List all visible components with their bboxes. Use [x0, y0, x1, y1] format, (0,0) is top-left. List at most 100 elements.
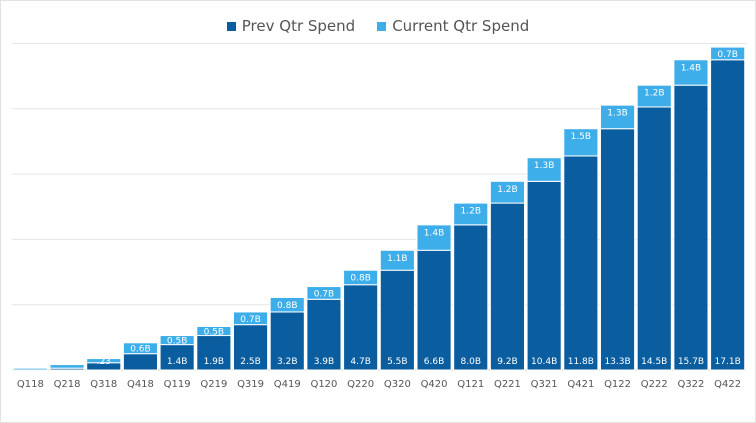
bar-prev-Q422 — [710, 59, 746, 371]
chart-legend: Prev Qtr Spend Current Qtr Spend — [0, 14, 756, 38]
bar-current-Q319 — [232, 311, 269, 326]
data-label-prev-Q220: 4.7B — [350, 357, 371, 367]
x-tick-label-Q122: Q122 — [604, 379, 631, 390]
x-tick-label-Q118: Q118 — [17, 379, 44, 390]
bar-prev-Q320 — [379, 269, 415, 371]
data-label-current-Q319: 0.7B — [240, 315, 261, 325]
data-label-current-Q420: 1.4B — [424, 228, 445, 238]
bar-prev-Q120 — [306, 298, 342, 371]
x-tick-label-Q120: Q120 — [310, 379, 337, 390]
bar-current-Q318 — [86, 358, 122, 364]
bar-current-Q420 — [416, 224, 452, 251]
data-label-prev-Q422: 17.1B — [715, 357, 741, 367]
bar-prev-Q219 — [196, 335, 232, 371]
data-label-prev-Q120: 3.9B — [314, 357, 335, 367]
bar-prev-Q319 — [232, 324, 269, 371]
x-tick-label-Q119: Q119 — [164, 379, 191, 390]
x-tick-label-Q218: Q218 — [54, 379, 81, 390]
data-label-prev-Q219: 1.9B — [204, 357, 225, 367]
bar-current-Q118 — [12, 367, 48, 371]
x-tick-label-Q222: Q222 — [641, 379, 668, 390]
data-label-prev-Q419: 3.2B — [277, 357, 298, 367]
data-label-current-Q220: 0.8B — [350, 274, 371, 284]
bar-prev-Q222 — [636, 106, 672, 371]
bar-prev-Q419 — [269, 311, 305, 371]
data-label-current-Q418: 0.6B — [130, 345, 151, 355]
bar-prev-Q121 — [453, 224, 489, 371]
data-label-prev-Q320: 5.5B — [387, 357, 408, 367]
data-label-current-Q221: 1.2B — [497, 185, 518, 195]
x-tick-label-Q320: Q320 — [384, 379, 411, 390]
data-label-current-Q419: 0.8B — [277, 301, 298, 311]
data-label-current-Q321: 1.3B — [534, 161, 555, 171]
data-label-current-Q121: 1.2B — [461, 207, 482, 217]
data-label-current-Q322: 1.4B — [681, 63, 702, 73]
bar-current-Q119 — [159, 335, 195, 346]
data-label-current-Q222: 1.2B — [644, 89, 665, 99]
data-label-prev-Q221: 9.2B — [497, 357, 518, 367]
bar-current-Q218 — [49, 364, 85, 369]
data-label-current-Q320: 1.1B — [387, 254, 408, 264]
bar-prev-Q321 — [526, 180, 562, 371]
bar-current-Q419 — [269, 296, 305, 313]
bar-current-Q222 — [636, 84, 672, 108]
bar-prev-Q220 — [343, 284, 379, 371]
data-label-current-Q219: 0.5B — [204, 327, 225, 337]
data-label-prev-Q122: 13.3B — [604, 357, 630, 367]
data-label-current-Q421: 1.5B — [571, 132, 592, 142]
data-label-current-Q122: 1.3B — [607, 109, 628, 119]
bar-current-Q321 — [526, 157, 562, 182]
bar-current-Q421 — [563, 128, 599, 157]
data-label-current-Q422: 0.7B — [717, 50, 738, 60]
bar-prev-Q221 — [489, 202, 526, 371]
x-tick-label-Q219: Q219 — [200, 379, 227, 390]
x-tick-label-Q121: Q121 — [457, 379, 484, 390]
data-label-current-Q120: 0.7B — [314, 289, 335, 299]
data-label-prev-Q421: 11.8B — [568, 357, 594, 367]
bar-prev-Q421 — [563, 155, 599, 371]
bar-current-Q122 — [599, 104, 636, 130]
data-label-current-Q318: .23 — [97, 357, 111, 367]
bars: .23 0.6B 1.4B 0.5B 1.9B 0.5B 2.5B 0.7B 3.2B 0.8B 3… — [12, 46, 746, 371]
bar-prev-Q420 — [416, 249, 452, 371]
bar-current-Q219 — [196, 325, 232, 337]
x-tick-label-Q422: Q422 — [714, 379, 741, 390]
bar-current-Q322 — [673, 59, 709, 86]
legend-label-prev: Prev Qtr Spend — [241, 17, 356, 35]
data-label-prev-Q322: 15.7B — [678, 357, 704, 367]
data-label-prev-Q121: 8.0B — [461, 357, 482, 367]
bar-prev-Q122 — [599, 128, 636, 371]
legend-item-current: Current Qtr Spend — [377, 17, 529, 35]
bar-current-Q120 — [306, 286, 342, 300]
legend-swatch-current — [377, 21, 387, 31]
x-tick-label-Q321: Q321 — [531, 379, 558, 390]
bar-current-Q221 — [489, 180, 526, 204]
x-tick-label-Q220: Q220 — [347, 379, 374, 390]
bar-current-Q418 — [122, 342, 159, 355]
x-tick-label-Q221: Q221 — [494, 379, 521, 390]
bar-prev-Q322 — [673, 84, 709, 371]
data-label-prev-Q420: 6.6B — [424, 357, 445, 367]
x-tick-label-Q421: Q421 — [567, 379, 594, 390]
bar-prev-Q418 — [122, 353, 159, 371]
gridlines — [12, 42, 746, 371]
x-tick-label-Q419: Q419 — [274, 379, 301, 390]
legend-label-current: Current Qtr Spend — [392, 17, 530, 35]
data-label-prev-Q321: 10.4B — [531, 357, 557, 367]
x-tick-label-Q418: Q418 — [127, 379, 154, 390]
bar-current-Q422 — [710, 46, 746, 61]
bar-current-Q320 — [379, 249, 415, 271]
x-tick-label-Q318: Q318 — [90, 379, 117, 390]
x-tick-label-Q420: Q420 — [421, 379, 448, 390]
legend-item-prev: Prev Qtr Spend — [226, 17, 356, 35]
data-label-prev-Q222: 14.5B — [641, 357, 667, 367]
data-label-prev-Q119: 1.4B — [167, 357, 188, 367]
bar-current-Q121 — [453, 202, 489, 226]
data-label-prev-Q319: 2.5B — [240, 357, 261, 367]
legend-swatch-prev — [226, 21, 236, 31]
x-tick-label-Q319: Q319 — [237, 379, 264, 390]
data-label-current-Q119: 0.5B — [167, 337, 188, 347]
x-axis-ticks: Q118 Q218 Q318 Q418 Q119 Q219 Q319 Q419 Q120 Q220… — [17, 379, 741, 390]
bar-current-Q220 — [343, 269, 379, 286]
